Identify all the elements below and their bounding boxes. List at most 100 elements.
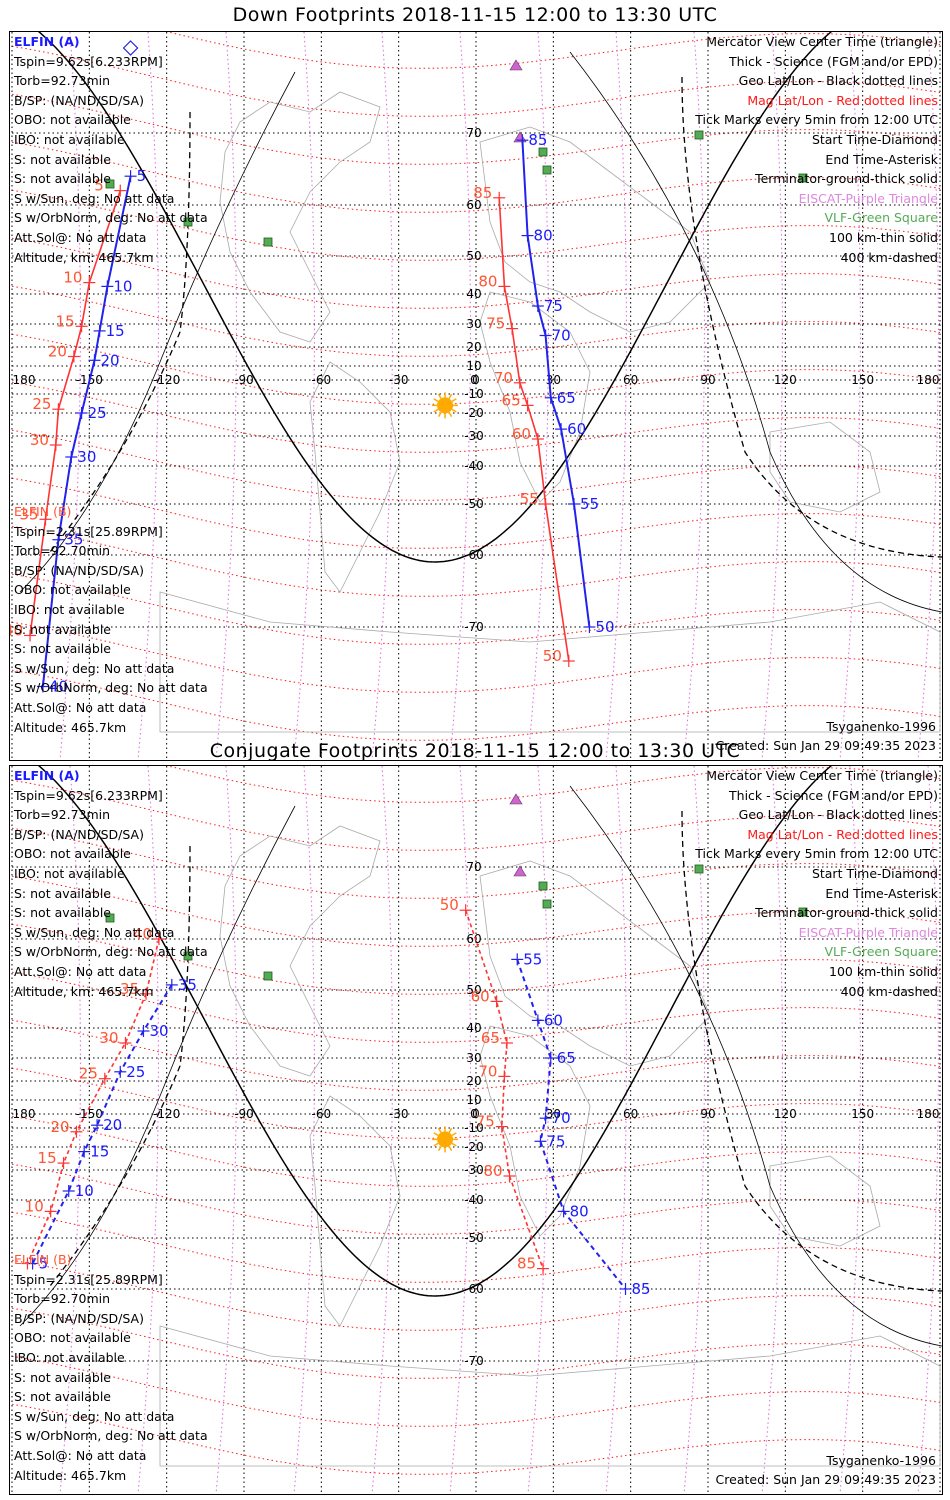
legend-item: Mag Lat/Lon - Red dotted lines	[747, 92, 938, 108]
coastline	[219, 825, 381, 1077]
info-line: B/SP: (NA/ND/SD/SA)	[14, 826, 144, 842]
mag-lat-line	[11, 1307, 941, 1379]
terminator-400km-line	[681, 810, 942, 1292]
tick-label: 80	[478, 272, 497, 290]
tick-label: 20	[48, 343, 67, 361]
tick-label: 65	[502, 391, 521, 409]
footer-info: Tsyganenko-1996 Created: Sun Jan 29 09:4…	[716, 717, 936, 756]
lat-tick-label: 10	[466, 1093, 481, 1107]
tick-label: 60	[544, 1011, 563, 1029]
coastline	[219, 91, 381, 343]
tick-label: 20	[50, 1118, 69, 1136]
lat-tick-label: 10	[466, 359, 481, 373]
info-line: S w/Sun, deg: No att data	[14, 660, 175, 676]
info-line: B/SP: (NA/ND/SD/SA)	[14, 1310, 144, 1326]
sat-a-label: ELFIN (A)	[14, 34, 80, 49]
sun-ray	[451, 1132, 457, 1137]
mag-lat-line	[11, 141, 941, 213]
lon-tick-label: -60	[312, 373, 332, 387]
lat-tick-label: 60	[466, 932, 481, 946]
tick-label: 55	[520, 490, 539, 508]
footprint-track	[29, 190, 122, 636]
sat-a-label: ELFIN (A)	[14, 768, 80, 783]
tick-label: 65	[557, 1049, 576, 1067]
legend-item: Start Time-Diamond	[811, 865, 938, 881]
info-line: S w/OrbNorm, deg: No att data	[14, 1428, 208, 1444]
info-line: S: not available	[14, 1369, 111, 1385]
tick-label: 10	[63, 269, 82, 287]
coastline	[479, 126, 711, 333]
coastline	[159, 591, 941, 733]
terminator-line	[37, 32, 832, 563]
mag-lon-line	[293, 32, 315, 760]
info-line: OBO: not available	[14, 112, 131, 128]
info-line: Tspin=2.31s[25.89RPM]	[14, 1271, 163, 1287]
lat-tick-label: -60	[464, 548, 484, 562]
lon-tick-label: -150	[76, 1107, 103, 1121]
tick-label: 40	[49, 678, 68, 696]
mag-lat-line	[11, 285, 941, 357]
legend-item: Mercator View Center Time (triangle)	[706, 768, 938, 783]
legend-item: End Time-Asterisk	[825, 151, 938, 167]
tick-label: 65	[481, 1029, 500, 1047]
lat-tick-label: 50	[466, 249, 481, 263]
footer-info: Tsyganenko-1996 Created: Sun Jan 29 09:4…	[716, 1451, 936, 1490]
lat-tick-label: -30	[464, 1163, 484, 1177]
lat-tick-label: -20	[464, 406, 484, 420]
vlf-square	[263, 237, 273, 247]
panel-title-conjugate: Conjugate Footprints 2018-11-15 12:00 to…	[209, 740, 741, 762]
mag-lat-line	[11, 333, 941, 405]
tick-label: 10	[25, 1197, 44, 1215]
mag-lon-line	[59, 32, 81, 760]
tick-label: 60	[567, 420, 586, 438]
vlf-square	[183, 217, 193, 227]
info-line: Torb=92.70min	[14, 1291, 111, 1307]
legend-item: Thick - Science (FGM and/or EPD)	[729, 787, 938, 803]
vlf-square	[183, 951, 193, 961]
tick-label: 50	[543, 647, 562, 665]
legend-item: EISCAT-Purple Triangle	[798, 190, 938, 206]
mag-lat-line	[11, 1211, 941, 1283]
coastline	[479, 1025, 591, 1237]
mag-lon-line	[761, 32, 783, 760]
mag-lat-line	[11, 1067, 941, 1139]
lon-tick-label: 90	[700, 373, 715, 387]
vlf-square	[542, 899, 552, 909]
lat-tick-label: -40	[464, 1193, 484, 1207]
legend: Mercator View Center Time (triangle) Thi…	[695, 766, 938, 1001]
info-line: S: not available	[14, 885, 111, 901]
sun-ray	[433, 398, 439, 403]
center-time-triangle	[509, 59, 523, 71]
info-line: Tspin=9.62s[6.233RPM]	[14, 787, 163, 803]
tick-label: 50	[440, 896, 459, 914]
start-diamond-icon	[122, 40, 139, 56]
mag-lat-line	[11, 477, 941, 549]
coastline	[769, 1155, 881, 1247]
mag-lon-line	[449, 32, 471, 760]
lat-tick-label: 60	[466, 198, 481, 212]
info-line: S: not available	[14, 151, 111, 167]
tick-label: 85	[632, 1280, 651, 1298]
mag-lon-line	[917, 32, 939, 760]
lon-tick-label: 150	[851, 1107, 874, 1121]
sat-a-info: ELFIN (A) Tspin=9.62s[6.233RPM] Torb=92.…	[14, 32, 208, 267]
tick-label: 65	[557, 389, 576, 407]
info-line: Altitude: 465.7km	[14, 1467, 127, 1483]
tick-label: 85	[517, 1255, 536, 1273]
legend-item: Terminator-ground-thick solid	[755, 905, 938, 921]
vlf-square	[105, 913, 115, 923]
tick-label: 25	[79, 1065, 98, 1083]
tick-label: 30	[30, 431, 49, 449]
created-stamp: Created: Sun Jan 29 09:49:35 2023	[715, 1472, 936, 1488]
mag-lon-line	[839, 766, 861, 1494]
lon-tick-label: -120	[153, 1107, 180, 1121]
map-panel-conjugate: 180 -150 -120 -90 -60 -30 0 30 60 90 120 150 180 70 60…	[9, 765, 943, 1495]
lon-tick-label: 150	[851, 373, 874, 387]
tick-label: 85	[473, 184, 492, 202]
legend-item: Mag Lat/Lon - Red dotted lines	[747, 826, 938, 842]
legend-item: 100 km-thin solid	[829, 963, 938, 979]
vlf-square	[694, 130, 704, 140]
sat-b-label: ELFIN (B)	[14, 504, 72, 519]
info-line: S w/OrbNorm, deg: No att data	[14, 944, 208, 960]
legend-item: 400 km-dashed	[840, 249, 938, 265]
